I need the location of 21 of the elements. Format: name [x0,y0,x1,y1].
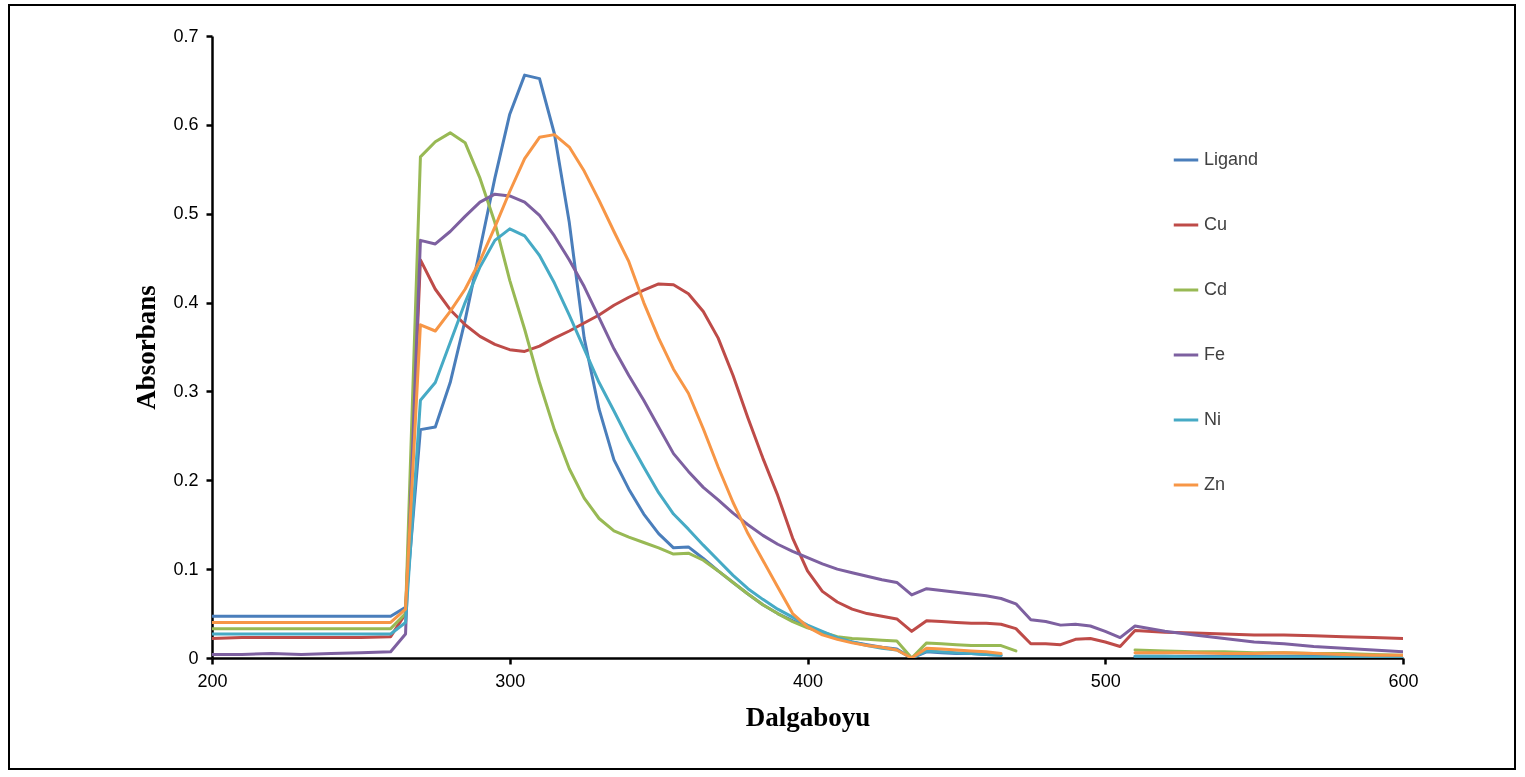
x-tick-label: 400 [792,670,824,691]
x-axis-title: Dalgaboyu [745,701,871,732]
legend-label: Cu [1204,214,1228,234]
y-tick-label: 0.6 [173,114,199,135]
y-tick-label: 0 [188,647,199,668]
y-tick-label: 0.1 [173,558,199,579]
x-tick-label: 200 [197,670,228,691]
y-tick-label: 0.4 [173,292,199,313]
y-tick-label: 0.2 [173,469,199,490]
x-tick-label: 500 [1090,670,1121,691]
y-tick-label: 0.7 [173,25,199,46]
y-tick-label: 0.5 [173,203,199,224]
legend-label: Ni [1204,409,1221,429]
x-tick-label: 600 [1388,670,1419,691]
y-axis-title: Absorbans [131,285,162,410]
y-tick-label: 0.3 [173,380,199,401]
legend-label: Fe [1204,344,1226,364]
legend-label: Zn [1204,474,1226,494]
legend-label: Cd [1204,279,1228,299]
legend-label: Ligand [1204,149,1259,169]
x-tick-label: 300 [495,670,526,691]
